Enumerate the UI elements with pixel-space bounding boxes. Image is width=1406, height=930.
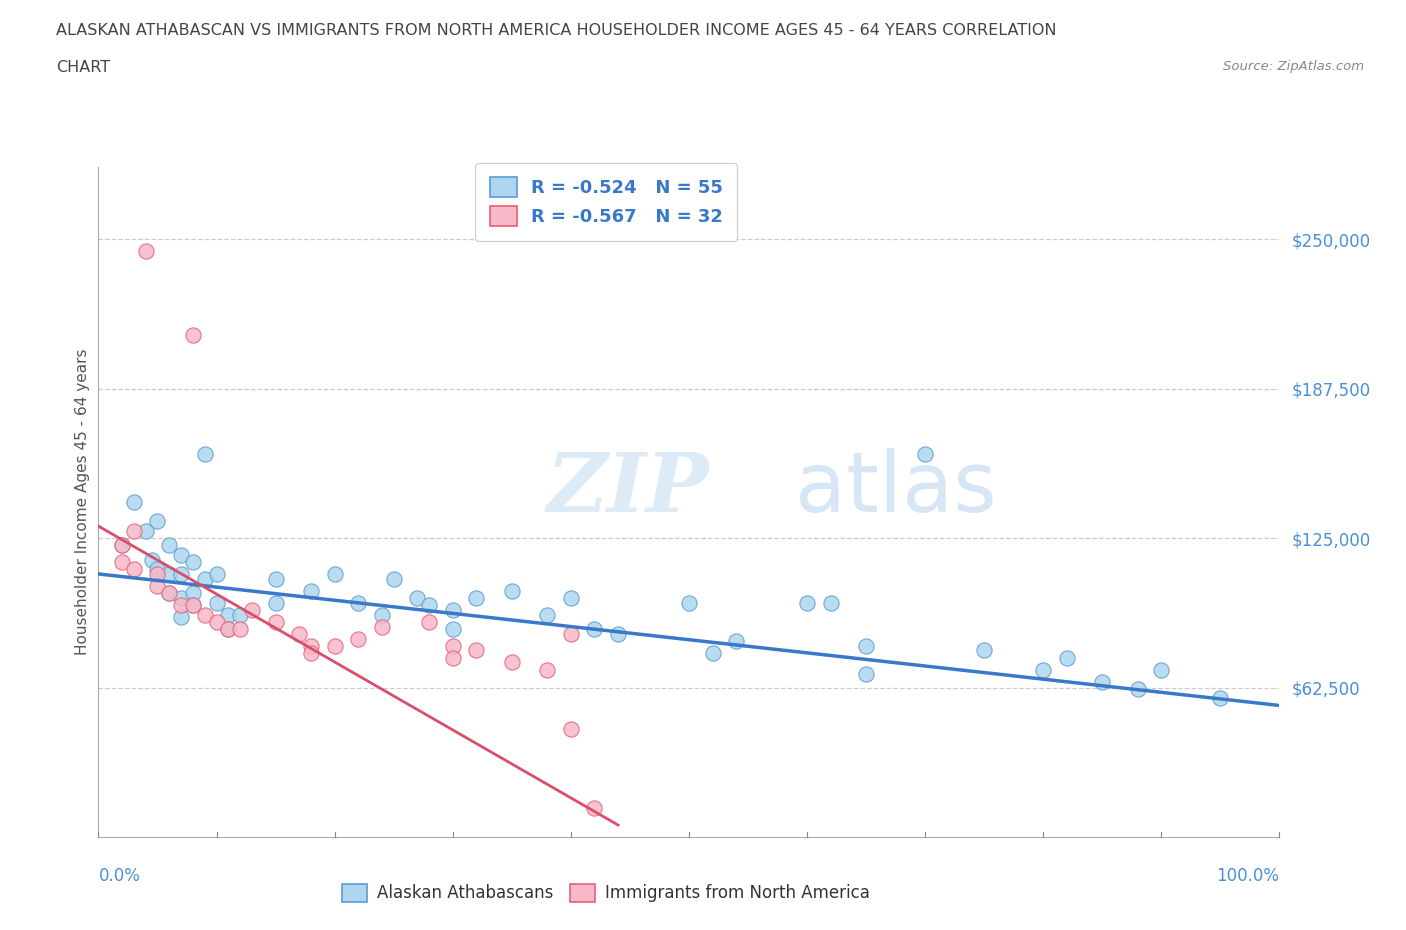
Text: atlas: atlas [796, 448, 997, 529]
Point [205, 566, 228, 581]
Point [181, 586, 204, 601]
Point [465, 643, 488, 658]
Point [536, 662, 558, 677]
Point [181, 598, 204, 613]
Point [146, 562, 169, 577]
Point [217, 607, 239, 622]
Point [170, 609, 193, 624]
Point [820, 595, 842, 610]
Point [170, 598, 193, 613]
Point [240, 603, 263, 618]
Legend: Alaskan Athabascans, Immigrants from North America: Alaskan Athabascans, Immigrants from Nor… [336, 877, 877, 909]
Point [914, 447, 936, 462]
Point [560, 722, 582, 737]
Point [583, 801, 606, 816]
Point [323, 566, 346, 581]
Point [418, 598, 440, 613]
Point [1056, 650, 1078, 665]
Point [441, 621, 464, 636]
Text: 100.0%: 100.0% [1216, 867, 1279, 885]
Point [560, 591, 582, 605]
Point [229, 621, 252, 636]
Point [501, 655, 523, 670]
Point [111, 538, 134, 552]
Point [725, 633, 748, 648]
Text: ALASKAN ATHABASCAN VS IMMIGRANTS FROM NORTH AMERICA HOUSEHOLDER INCOME AGES 45 -: ALASKAN ATHABASCAN VS IMMIGRANTS FROM NO… [56, 23, 1057, 38]
Point [1032, 662, 1054, 677]
Point [181, 327, 204, 342]
Point [501, 583, 523, 598]
Point [441, 603, 464, 618]
Y-axis label: Householder Income Ages 45 - 64 years: Householder Income Ages 45 - 64 years [75, 349, 90, 656]
Point [299, 645, 322, 660]
Point [371, 619, 394, 634]
Text: 0.0%: 0.0% [98, 867, 141, 885]
Point [347, 631, 370, 646]
Point [264, 615, 287, 630]
Point [157, 538, 180, 552]
Point [536, 607, 558, 622]
Point [406, 591, 429, 605]
Point [855, 638, 877, 653]
Point [194, 571, 217, 586]
Point [702, 645, 724, 660]
Point [299, 583, 322, 598]
Point [217, 621, 239, 636]
Point [122, 495, 145, 510]
Point [1150, 662, 1173, 677]
Text: ZIP: ZIP [547, 449, 710, 529]
Point [371, 607, 394, 622]
Point [1126, 682, 1149, 697]
Point [205, 595, 228, 610]
Point [205, 615, 228, 630]
Point [678, 595, 700, 610]
Point [141, 552, 163, 567]
Point [264, 595, 287, 610]
Point [122, 562, 145, 577]
Point [111, 538, 134, 552]
Point [560, 626, 582, 641]
Point [194, 607, 217, 622]
Point [157, 566, 180, 581]
Point [146, 566, 169, 581]
Point [418, 615, 440, 630]
Point [1209, 691, 1232, 706]
Point [111, 554, 134, 569]
Point [382, 571, 405, 586]
Text: Source: ZipAtlas.com: Source: ZipAtlas.com [1223, 60, 1364, 73]
Point [583, 621, 606, 636]
Point [796, 595, 818, 610]
Point [217, 621, 239, 636]
Point [146, 514, 169, 529]
Point [181, 554, 204, 569]
Point [1091, 674, 1114, 689]
Point [170, 591, 193, 605]
Point [973, 643, 995, 658]
Point [122, 524, 145, 538]
Point [323, 638, 346, 653]
Point [229, 607, 252, 622]
Point [264, 571, 287, 586]
Point [170, 566, 193, 581]
Point [299, 638, 322, 653]
Point [347, 595, 370, 610]
Point [181, 598, 204, 613]
Point [441, 638, 464, 653]
Point [170, 548, 193, 563]
Point [607, 626, 630, 641]
Point [135, 524, 157, 538]
Point [288, 626, 311, 641]
Point [465, 591, 488, 605]
Point [855, 667, 877, 682]
Point [194, 447, 217, 462]
Point [146, 578, 169, 593]
Point [441, 650, 464, 665]
Point [157, 586, 180, 601]
Point [157, 586, 180, 601]
Text: CHART: CHART [56, 60, 110, 75]
Point [135, 244, 157, 259]
